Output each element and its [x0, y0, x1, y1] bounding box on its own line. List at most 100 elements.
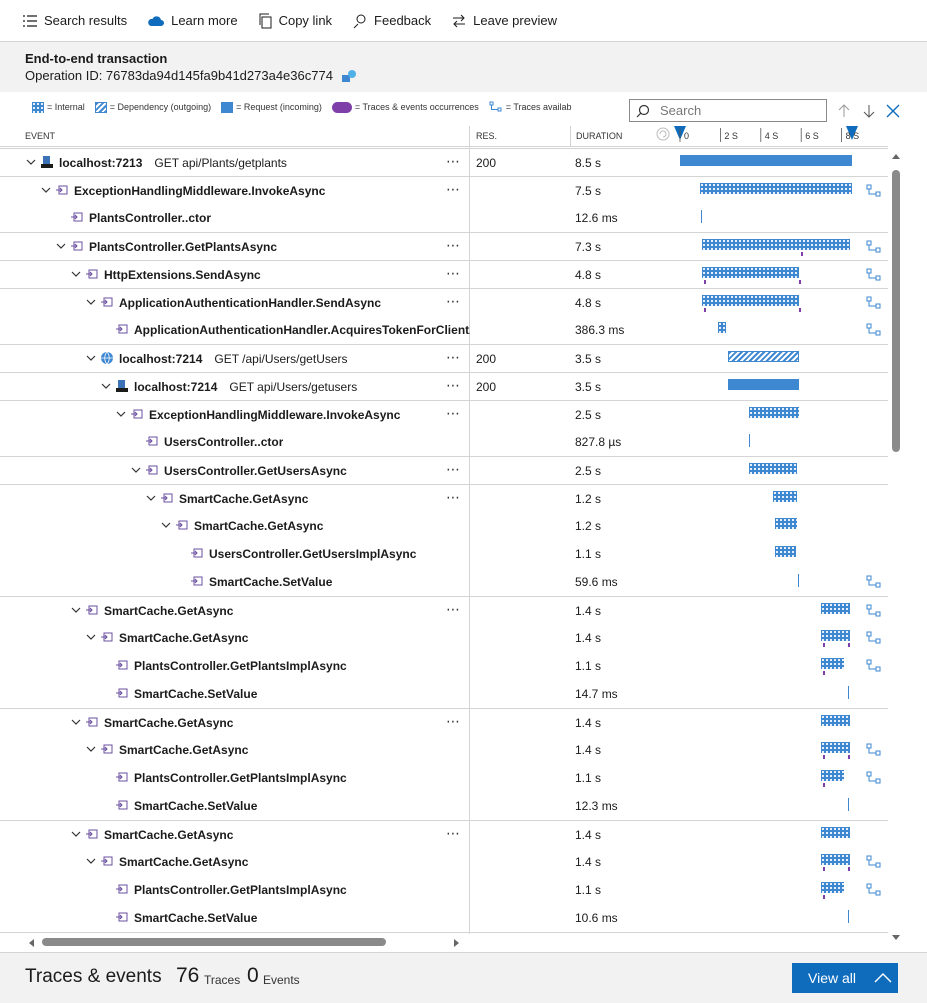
chevron-down-icon[interactable]	[85, 855, 97, 867]
trace-link-icon[interactable]	[866, 268, 882, 282]
more-options-icon[interactable]: ⋯	[446, 405, 461, 421]
event-name[interactable]: SmartCache.GetAsync	[104, 604, 233, 618]
timeline-bar[interactable]	[774, 518, 798, 529]
timeline-bar[interactable]	[821, 715, 850, 726]
more-options-icon[interactable]: ⋯	[446, 601, 461, 617]
transaction-row[interactable]: SmartCache.GetAsync ⋯ 1.4 s	[0, 708, 888, 736]
timeline-bar[interactable]	[821, 770, 844, 781]
event-name[interactable]: PlantsController.GetPlantsImplAsync	[134, 883, 347, 897]
more-options-icon[interactable]: ⋯	[446, 461, 461, 477]
event-name[interactable]: localhost:7213 GET api/Plants/getplants	[59, 156, 287, 170]
transaction-row[interactable]: PlantsController.GetPlantsImplAsync 1.1 s	[0, 764, 888, 792]
transaction-row[interactable]: 1.4 s	[0, 932, 888, 934]
trace-link-icon[interactable]	[866, 855, 882, 869]
timeline-bar[interactable]	[718, 322, 727, 333]
trace-link-icon[interactable]	[866, 743, 882, 757]
transaction-row[interactable]: ExceptionHandlingMiddleware.InvokeAsync ⋯…	[0, 176, 888, 204]
timeline-bar[interactable]	[702, 267, 800, 278]
transaction-row[interactable]: PlantsController.GetPlantsImplAsync 1.1 s	[0, 876, 888, 904]
range-end-handle[interactable]	[846, 126, 858, 140]
trace-link-icon[interactable]	[866, 883, 882, 897]
chevron-down-icon[interactable]	[70, 604, 82, 616]
more-options-icon[interactable]: ⋯	[446, 293, 461, 309]
timeline-bar[interactable]	[702, 239, 850, 250]
chevron-down-icon[interactable]	[100, 380, 112, 392]
search-input[interactable]	[658, 102, 818, 119]
timeline-bar[interactable]	[821, 603, 850, 614]
event-name[interactable]: SmartCache.GetAsync	[119, 631, 248, 645]
scroll-down-icon[interactable]	[891, 934, 901, 942]
more-options-icon[interactable]: ⋯	[446, 153, 461, 169]
event-name[interactable]: SmartCache.GetAsync	[119, 855, 248, 869]
reset-zoom-icon[interactable]	[656, 127, 670, 141]
horizontal-scroll-thumb[interactable]	[42, 938, 386, 946]
more-options-icon[interactable]: ⋯	[446, 349, 461, 365]
event-name[interactable]: SmartCache.GetAsync	[194, 519, 323, 533]
chevron-down-icon[interactable]	[40, 184, 52, 196]
timeline-bar[interactable]	[798, 574, 800, 587]
close-search-button[interactable]	[882, 100, 904, 122]
view-all-button[interactable]: View all	[792, 963, 898, 993]
trace-link-icon[interactable]	[866, 323, 882, 337]
trace-link-icon[interactable]	[866, 575, 882, 589]
more-options-icon[interactable]: ⋯	[446, 181, 461, 197]
transaction-row[interactable]: SmartCache.GetAsync 1.2 s	[0, 512, 888, 540]
event-name[interactable]: HttpExtensions.SendAsync	[104, 268, 261, 282]
res-column-header[interactable]: RES.	[476, 131, 498, 141]
transaction-row[interactable]: SmartCache.GetAsync ⋯ 1.4 s	[0, 820, 888, 848]
transaction-row[interactable]: PlantsController..ctor 12.6 ms	[0, 204, 888, 232]
transaction-row[interactable]: ApplicationAuthenticationHandler.Acquire…	[0, 316, 888, 344]
chevron-down-icon[interactable]	[85, 296, 97, 308]
more-options-icon[interactable]: ⋯	[446, 489, 461, 505]
scroll-left-icon[interactable]	[27, 938, 35, 948]
trace-link-icon[interactable]	[866, 184, 882, 198]
chevron-down-icon[interactable]	[115, 408, 127, 420]
timeline-bar[interactable]	[847, 910, 849, 923]
chevron-down-icon[interactable]	[70, 716, 82, 728]
event-column-header[interactable]: EVENT	[25, 131, 56, 141]
chevron-down-icon[interactable]	[70, 268, 82, 280]
search-results-button[interactable]: Search results	[22, 13, 127, 28]
previous-match-button[interactable]	[833, 100, 855, 122]
event-name[interactable]: PlantsController.GetPlantsImplAsync	[134, 771, 347, 785]
timeline-bar[interactable]	[700, 210, 702, 223]
more-options-icon[interactable]: ⋯	[446, 377, 461, 393]
trace-link-icon[interactable]	[866, 771, 882, 785]
event-name[interactable]: SmartCache.SetValue	[209, 575, 332, 589]
more-options-icon[interactable]: ⋯	[446, 237, 461, 253]
timeline-bar[interactable]	[728, 379, 800, 390]
chevron-down-icon[interactable]	[130, 464, 142, 476]
chevron-down-icon[interactable]	[145, 492, 157, 504]
event-name[interactable]: SmartCache.SetValue	[134, 799, 257, 813]
next-match-button[interactable]	[858, 100, 880, 122]
transaction-row[interactable]: SmartCache.GetAsync ⋯ 1.2 s	[0, 484, 888, 512]
timeline-bar[interactable]	[700, 183, 852, 194]
transaction-row[interactable]: HttpExtensions.SendAsync ⋯ 4.8 s	[0, 260, 888, 288]
event-name[interactable]: SmartCache.SetValue	[134, 911, 257, 925]
event-name[interactable]: SmartCache.SetValue	[134, 687, 257, 701]
event-name[interactable]: UsersController.GetUsersImplAsync	[209, 547, 416, 561]
timeline-bar[interactable]	[774, 546, 797, 557]
timeline-bar[interactable]	[847, 798, 849, 811]
timeline-bar[interactable]	[821, 658, 844, 669]
event-name[interactable]: UsersController..ctor	[164, 435, 283, 449]
transaction-row[interactable]: localhost:7213 GET api/Plants/getplants ⋯ 2…	[0, 148, 888, 176]
transaction-row[interactable]: SmartCache.SetValue 14.7 ms	[0, 680, 888, 708]
duration-column-header[interactable]: DURATION	[576, 131, 623, 141]
trace-link-icon[interactable]	[866, 240, 882, 254]
timeline-bar[interactable]	[728, 351, 800, 362]
feedback-button[interactable]: Feedback	[352, 13, 431, 29]
event-name[interactable]: SmartCache.GetAsync	[104, 716, 233, 730]
trace-link-icon[interactable]	[866, 659, 882, 673]
timeline-bar[interactable]	[821, 854, 850, 865]
chevron-down-icon[interactable]	[85, 631, 97, 643]
transaction-row[interactable]: SmartCache.SetValue 59.6 ms	[0, 568, 888, 596]
transaction-row[interactable]: SmartCache.GetAsync 1.4 s	[0, 848, 888, 876]
transaction-row[interactable]: localhost:7214 GET /api/Users/getUsers ⋯ 20…	[0, 344, 888, 372]
transaction-row[interactable]: UsersController..ctor 827.8 µs	[0, 428, 888, 456]
timeline-bar[interactable]	[847, 686, 849, 699]
transaction-row[interactable]: PlantsController.GetPlantsImplAsync 1.1 s	[0, 652, 888, 680]
scroll-right-icon[interactable]	[453, 938, 461, 948]
transaction-row[interactable]: SmartCache.GetAsync 1.4 s	[0, 736, 888, 764]
copy-link-button[interactable]: Copy link	[258, 13, 332, 29]
